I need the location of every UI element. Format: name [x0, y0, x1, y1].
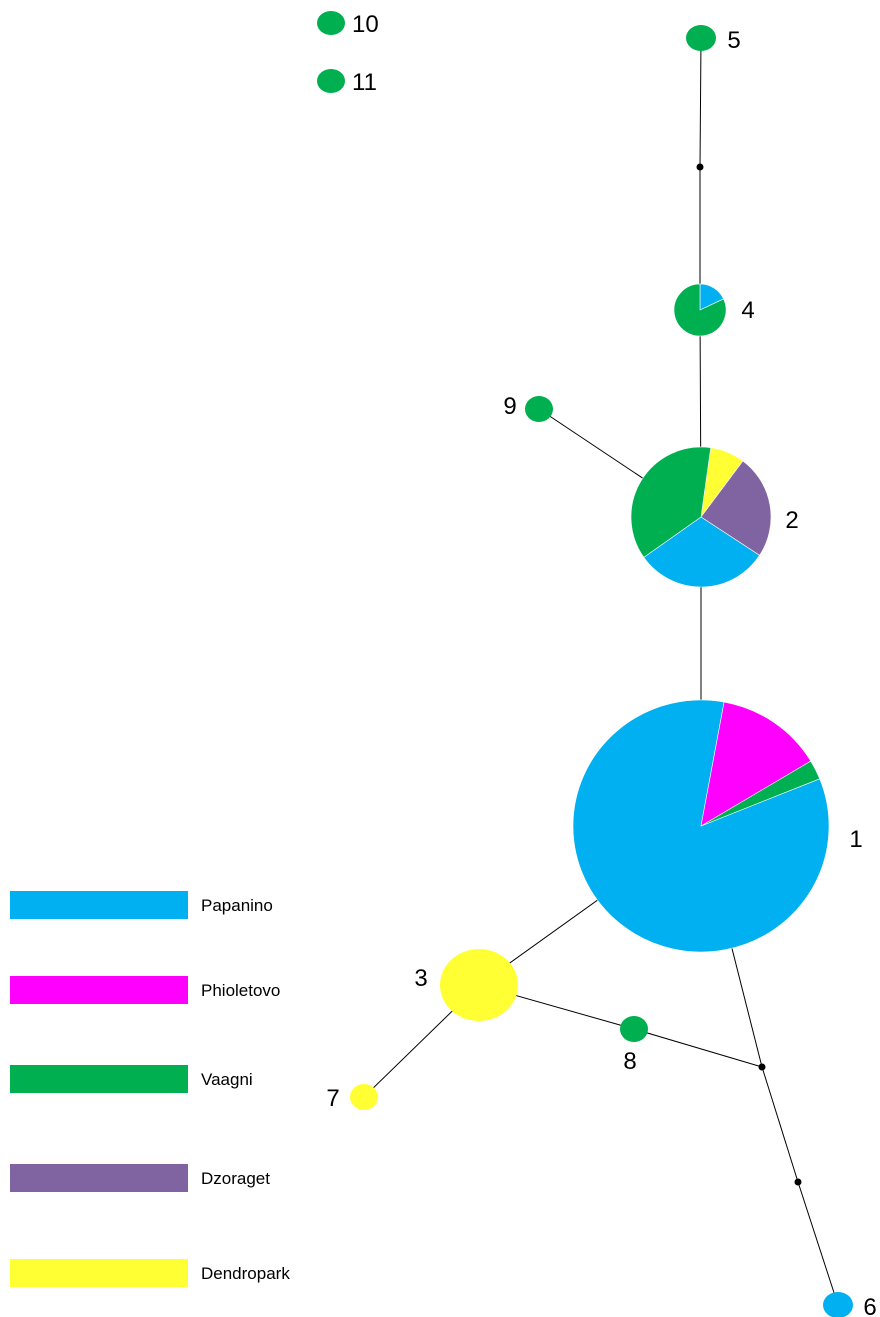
- network-edges: [363, 37, 839, 1306]
- pie-slice-dendropark: [440, 949, 518, 1021]
- edge-5-mv-a: [699, 37, 702, 168]
- pie-slice-vaagni: [525, 396, 553, 422]
- pie-slice-papanino: [823, 1292, 853, 1317]
- edge-mv-c-6: [797, 1181, 839, 1306]
- haplotype-label: 10: [352, 11, 379, 38]
- legend-swatch: [10, 976, 188, 1004]
- legend-label: Dendropark: [201, 1264, 290, 1283]
- pie-slice-phioletovo: [700, 701, 812, 827]
- legend-label: Phioletovo: [201, 981, 280, 1000]
- haplotype-label: 2: [785, 507, 798, 534]
- haplotype-node-1: [572, 699, 830, 953]
- haplotype-nodes: [317, 11, 853, 1317]
- haplotype-label: 6: [863, 1294, 876, 1317]
- legend-label: Papanino: [201, 896, 273, 915]
- median-vector-c: [794, 1178, 802, 1186]
- legend-label: Vaagni: [201, 1070, 253, 1089]
- pie-slice-papanino: [643, 516, 760, 588]
- legend: Papanino Phioletovo Vaagni Dzoraget Dendropa…: [10, 891, 290, 1287]
- haplotype-node-6: [823, 1292, 853, 1317]
- haplotype-label: 9: [503, 393, 516, 420]
- haplotype-node-8: [620, 1016, 648, 1042]
- legend-item-papanino: Papanino: [10, 891, 273, 919]
- legend-swatch: [10, 1259, 188, 1287]
- haplotype-label: 7: [326, 1085, 339, 1112]
- legend-swatch: [10, 891, 188, 919]
- legend-item-vaagni: Vaagni: [10, 1065, 253, 1093]
- edge-8-mv-b: [633, 1028, 763, 1068]
- haplotype-label: 4: [741, 297, 754, 324]
- pie-slice-vaagni: [673, 283, 727, 337]
- pie-slice-vaagni: [317, 69, 345, 93]
- pie-slice-vaagni: [686, 25, 716, 51]
- haplotype-label: 1: [849, 826, 862, 853]
- haplotype-label: 11: [352, 69, 377, 96]
- legend-swatch: [10, 1065, 188, 1093]
- pie-slice-vaagni: [630, 446, 712, 558]
- legend-label: Dzoraget: [201, 1169, 270, 1188]
- median-vector-a: [696, 163, 704, 171]
- haplotype-node-2: [630, 446, 772, 588]
- haplotype-node-5: [686, 25, 716, 51]
- legend-item-dzoraget: Dzoraget: [10, 1164, 270, 1192]
- haplotype-node-10: [317, 11, 345, 35]
- haplotype-node-9: [525, 396, 553, 422]
- haplotype-label: 3: [414, 965, 427, 992]
- haplotype-label: 8: [623, 1048, 636, 1075]
- haplotype-node-11: [317, 69, 345, 93]
- haplotype-node-4: [673, 283, 727, 337]
- pie-slice-dzoraget: [700, 460, 772, 556]
- pie-slice-vaagni: [700, 760, 821, 827]
- legend-item-dendropark: Dendropark: [10, 1259, 290, 1287]
- edge-mv-b-mv-c: [761, 1066, 799, 1183]
- haplotype-labels: 1 2 3 4 5 6 7 8 9 10 11: [326, 11, 876, 1317]
- legend-swatch: [10, 1164, 188, 1192]
- pie-slice-vaagni: [620, 1016, 648, 1042]
- pie-slice-vaagni: [317, 11, 345, 35]
- haplotype-node-7: [350, 1084, 378, 1110]
- legend-item-phioletovo: Phioletovo: [10, 976, 280, 1004]
- pie-slice-dendropark: [350, 1084, 378, 1110]
- median-vector-b: [758, 1063, 766, 1071]
- haplotype-label: 5: [727, 27, 740, 54]
- haplotype-node-3: [440, 949, 518, 1021]
